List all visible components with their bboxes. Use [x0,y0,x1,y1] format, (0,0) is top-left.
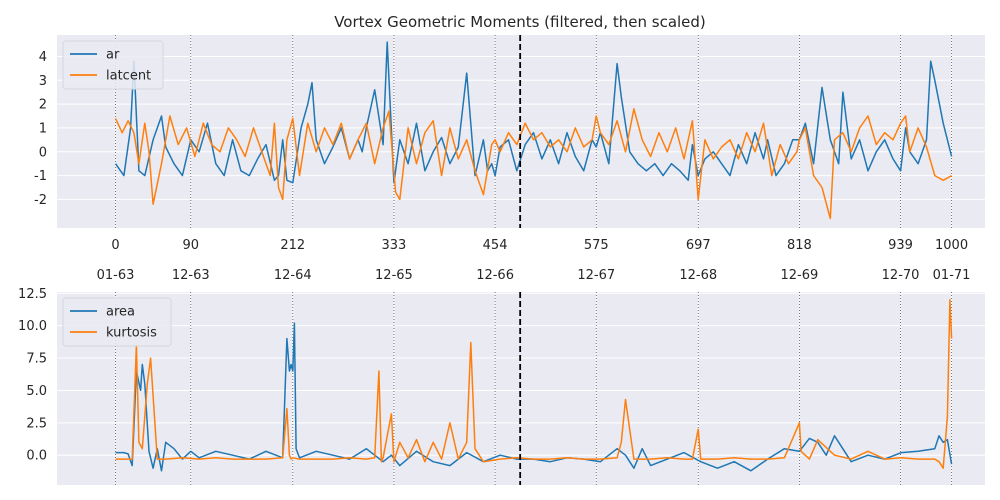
bottom-x-tick-label: 01-63 [97,268,135,283]
bottom-legend [62,297,172,347]
bottom-axes: 0.0 2.5 5.0 7.5 10.0 12.5 01-63 12-63 12-64 12-65… [18,268,985,485]
top-x-tick-label: 1000 [935,238,968,253]
chart-title: Vortex Geometric Moments (filtered, then… [334,13,706,31]
top-x-tick-label: 454 [483,238,508,253]
bottom-y-tick-label: 7.5 [26,352,47,367]
bottom-x-tick-label: 12-70 [882,268,920,283]
bottom-y-tick-label: 2.5 [26,416,47,431]
top-y-tick-label: -1 [34,169,47,184]
top-x-tick-label: 697 [686,238,711,253]
top-legend-label-latcent: latcent [106,69,151,84]
top-x-tick-label: 818 [787,238,812,253]
bottom-x-tick-label: 12-65 [375,268,413,283]
bottom-legend-label-kurtosis: kurtosis [106,326,157,341]
top-legend [62,40,164,90]
bottom-x-tick-label: 12-67 [577,268,615,283]
bottom-legend-label-area: area [106,305,135,320]
bottom-series-kurtosis [115,299,953,469]
bottom-x-tick-label: 12-68 [679,268,717,283]
top-x-tick-label: 333 [382,238,407,253]
top-y-tick-label: 1 [39,121,47,136]
bottom-y-tick-label: 0.0 [26,449,47,464]
top-y-tick-label: 3 [39,74,47,89]
bottom-x-tick-label: 12-64 [274,268,312,283]
top-x-tick-label: 575 [584,238,609,253]
bottom-y-tick-label: 5.0 [26,384,47,399]
top-x-tick-label: 90 [182,238,199,253]
top-axes: -2 -1 0 1 2 3 4 0 90 212 333 454 575 697 818 939 1000 ar l… [34,35,985,253]
bottom-y-tick-label: 12.5 [18,287,47,302]
bottom-x-tick-label: 12-69 [781,268,819,283]
bottom-x-tick-label: 12-63 [172,268,210,283]
bottom-x-tick-label: 01-71 [933,268,971,283]
top-x-tick-label: 939 [888,238,913,253]
top-x-tick-label: 212 [280,238,305,253]
top-y-tick-label: 2 [39,98,47,113]
top-y-tick-label: 4 [39,50,47,65]
top-series-latcent [114,108,952,220]
top-legend-label-ar: ar [106,48,120,63]
bottom-y-tick-label: 10.0 [18,319,47,334]
bottom-series-area [115,322,953,472]
bottom-x-tick-label: 12-66 [476,268,514,283]
top-y-tick-label: 0 [39,145,47,160]
top-y-tick-label: -2 [34,193,47,208]
top-x-tick-label: 0 [111,238,119,253]
